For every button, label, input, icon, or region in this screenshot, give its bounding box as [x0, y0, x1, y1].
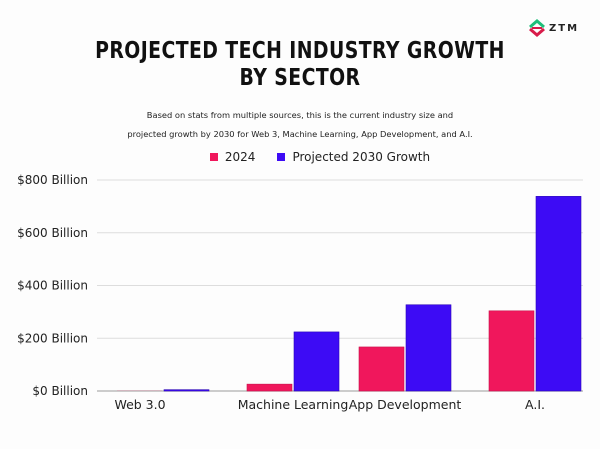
bar-2030 — [405, 304, 452, 392]
ztm-logo-icon — [529, 19, 545, 37]
chart-subtitle: Based on stats from multiple sources, th… — [0, 106, 600, 144]
legend-item-2030: Projected 2030 Growth — [277, 150, 430, 164]
legend-label-2030: Projected 2030 Growth — [292, 150, 431, 164]
chart-title: PROJECTED TECH INDUSTRY GROWTH BY SECTOR — [54, 38, 546, 92]
legend-label-2024: 2024 — [224, 150, 256, 164]
x-category-label: Machine Learning — [238, 397, 349, 412]
x-category-label: A.I. — [525, 397, 545, 412]
title-line-2: BY SECTOR — [239, 65, 361, 91]
bar-2030 — [293, 331, 340, 392]
bar-2024 — [358, 346, 405, 392]
x-category-label: App Development — [349, 397, 462, 412]
title-line-1: PROJECTED TECH INDUSTRY GROWTH — [95, 38, 505, 64]
logo-text: ZTM — [549, 22, 580, 34]
y-tick-label: $600 Billion — [17, 226, 88, 240]
bar-2030 — [163, 389, 210, 392]
y-tick-label: $400 Billion — [17, 279, 88, 293]
y-tick-label: $800 Billion — [17, 173, 88, 187]
legend-swatch-2030 — [277, 153, 286, 161]
bar-2024 — [246, 383, 293, 392]
bar-2024 — [488, 310, 535, 392]
subtitle-line-2: projected growth by 2030 for Web 3, Mach… — [127, 129, 473, 139]
y-tick-label: $0 Billion — [32, 384, 88, 398]
chart-legend: 2024 Projected 2030 Growth — [0, 150, 600, 164]
legend-item-2024: 2024 — [209, 150, 256, 164]
bar-2030 — [535, 196, 582, 392]
y-tick-label: $200 Billion — [17, 331, 88, 345]
x-category-label: Web 3.0 — [114, 397, 165, 412]
legend-swatch-2024 — [209, 153, 218, 161]
subtitle-line-1: Based on stats from multiple sources, th… — [146, 110, 454, 120]
brand-logo: ZTM — [528, 18, 579, 38]
